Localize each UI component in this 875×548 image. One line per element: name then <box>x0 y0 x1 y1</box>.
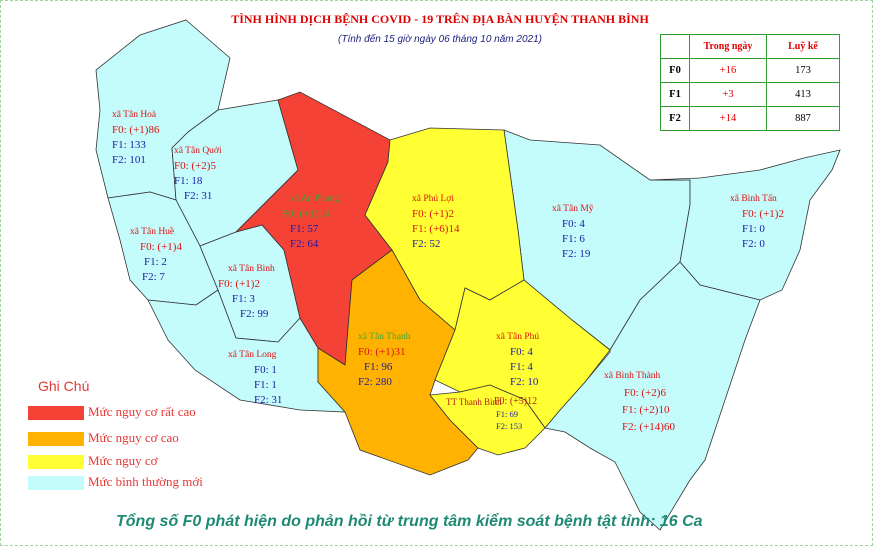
row-label: F0 <box>660 58 690 83</box>
region-f0: F0: (+1)2 <box>742 208 784 220</box>
table-header-cell <box>660 34 690 59</box>
region-name: xã Tân Thạnh <box>358 332 411 342</box>
region-f1: F1: 0 <box>742 223 765 235</box>
region-name: xã Bình Thành <box>604 371 661 381</box>
label-phu-loi: xã Phú Lợi F0: (+1)2 F1: (+6)14 F2: 52 <box>412 192 459 252</box>
region-f0: F0: 4 <box>510 346 533 358</box>
region-name: xã Tân Phú <box>496 332 540 342</box>
region-name: xã Tân Hoà <box>112 110 157 120</box>
legend-title: Ghi Chú <box>38 378 90 394</box>
footer-summary: Tổng số F0 phát hiện do phản hồi từ trun… <box>116 513 703 530</box>
region-f1: F1: 69 <box>496 409 518 419</box>
label-tan-long: xã Tân Long F0: 1 F1: 1 F2: 31 <box>228 348 282 408</box>
table-header-cell: Trong ngày <box>689 34 767 59</box>
row-today: +14 <box>689 106 767 131</box>
region-f0: F0: (+1)86 <box>112 124 160 136</box>
region-f1: F1: (+2)10 <box>622 404 670 416</box>
region-f0: F0: 1 <box>254 364 277 376</box>
region-name: xã Tân Huề <box>130 227 175 237</box>
region-name: xã An Phong <box>290 194 340 204</box>
region-f0: F0: 4 <box>562 218 585 230</box>
region-f2: F2: (+14)60 <box>622 421 675 433</box>
region-f2: F2: 19 <box>562 248 591 260</box>
legend-label: Mức nguy cơ rất cao <box>88 404 196 419</box>
table-header-cell: Luỹ kế <box>766 34 840 59</box>
region-tan-thanh[interactable] <box>317 249 479 476</box>
region-f0: F0: (+1)2 <box>412 208 454 220</box>
region-f0: F0: (+1)31 <box>358 346 406 358</box>
region-f2: F2: 7 <box>142 271 165 283</box>
table-row: F0 +16 173 <box>660 58 840 83</box>
region-f0: F0: (+1)2 <box>218 278 260 290</box>
region-f1: F1: 2 <box>144 256 167 268</box>
region-f0: F0: (+5)12 <box>494 396 538 407</box>
row-today: +16 <box>689 58 767 83</box>
region-f2: F2: 31 <box>254 394 283 406</box>
region-binh-tan[interactable] <box>649 149 841 301</box>
region-name: xã Tân Bình <box>228 264 275 274</box>
label-tt-thanh-binh: TT Thanh Bình F0: (+5)12 F1: 69 F2: 153 <box>446 396 537 432</box>
table-row: F2 +14 887 <box>660 106 840 131</box>
region-name: xã Tân Mỹ <box>552 204 594 214</box>
label-tan-quoi: xã Tân Quới F0: (+2)5 F1: 18 F2: 31 <box>174 144 222 204</box>
region-f1: F1: 96 <box>364 361 393 373</box>
region-f2: F2: 280 <box>358 376 392 388</box>
region-f1: F1: 57 <box>290 223 319 235</box>
map-title: TÌNH HÌNH DỊCH BỆNH COVID - 19 TRÊN ĐỊA … <box>231 12 649 26</box>
legend-swatch <box>28 455 84 469</box>
row-cumulative: 173 <box>766 58 840 83</box>
region-f2: F2: 99 <box>240 308 269 320</box>
label-binh-thanh: xã Bình Thành F0: (+2)6 F1: (+2)10 F2: (… <box>604 368 675 436</box>
region-name: xã Tân Quới <box>174 146 222 156</box>
row-cumulative: 887 <box>766 106 840 131</box>
region-name: TT Thanh Bình <box>446 397 502 407</box>
region-f0: F0: (+1)14 <box>282 208 330 220</box>
region-f0: F0: (+1)4 <box>140 241 182 253</box>
region-name: xã Bình Tấn <box>730 194 777 204</box>
region-f2: F2: 101 <box>112 154 146 166</box>
region-f2: F2: 64 <box>290 238 319 250</box>
label-tan-hue: xã Tân Huề F0: (+1)4 F1: 2 F2: 7 <box>130 225 182 285</box>
region-name: xã Phú Lợi <box>412 194 454 204</box>
label-tan-hoa: xã Tân Hoà F0: (+1)86 F1: 133 F2: 101 <box>112 108 159 168</box>
region-f1: F1: 18 <box>174 175 203 187</box>
region-f2: F2: 153 <box>496 421 523 431</box>
table-row: F1 +3 413 <box>660 82 840 107</box>
label-binh-tan: xã Bình Tấn F0: (+1)2 F1: 0 F2: 0 <box>730 192 784 252</box>
label-tan-thanh: xã Tân Thạnh F0: (+1)31 F1: 96 F2: 280 <box>350 330 410 390</box>
summary-table: Trong ngày Luỹ kế F0 +16 173 F1 +3 413 F… <box>660 34 840 131</box>
region-f1: F1: 6 <box>562 233 585 245</box>
row-today: +3 <box>689 82 767 107</box>
label-tan-binh: xã Tân Bình F0: (+1)2 F1: 3 F2: 99 <box>218 262 275 322</box>
row-label: F1 <box>660 82 690 107</box>
label-tan-phu: xã Tân Phú F0: 4 F1: 4 F2: 10 <box>496 330 539 390</box>
region-f0: F0: (+2)6 <box>624 387 666 399</box>
region-f1: F1: 133 <box>112 139 146 151</box>
region-f2: F2: 0 <box>742 238 765 250</box>
region-f1: F1: 3 <box>232 293 255 305</box>
label-tan-my: xã Tân Mỹ F0: 4 F1: 6 F2: 19 <box>552 202 594 262</box>
map-subtitle: (Tính đến 15 giờ ngày 06 tháng 10 năm 20… <box>338 34 542 45</box>
legend-label: Mức nguy cơ cao <box>88 430 179 445</box>
region-f0: F0: (+2)5 <box>174 160 216 172</box>
legend-swatch <box>28 432 84 446</box>
legend-swatch <box>28 476 84 490</box>
region-f1: F1: 1 <box>254 379 277 391</box>
region-f1: F1: (+6)14 <box>412 223 460 235</box>
region-f1: F1: 4 <box>510 361 533 373</box>
row-cumulative: 413 <box>766 82 840 107</box>
region-f2: F2: 31 <box>184 190 213 202</box>
legend-swatch <box>28 406 84 420</box>
label-an-phong: xã An Phong F0: (+1)14 F1: 57 F2: 64 <box>282 192 339 252</box>
legend-label: Mức nguy cơ <box>88 453 158 468</box>
row-label: F2 <box>660 106 690 131</box>
table-header-row: Trong ngày Luỹ kế <box>660 34 840 59</box>
region-f2: F2: 10 <box>510 376 539 388</box>
region-f2: F2: 52 <box>412 238 441 250</box>
region-name: xã Tân Long <box>228 350 277 360</box>
region-tt-thanh-binh[interactable] <box>429 384 546 456</box>
legend-label: Mức bình thường mới <box>88 474 203 489</box>
